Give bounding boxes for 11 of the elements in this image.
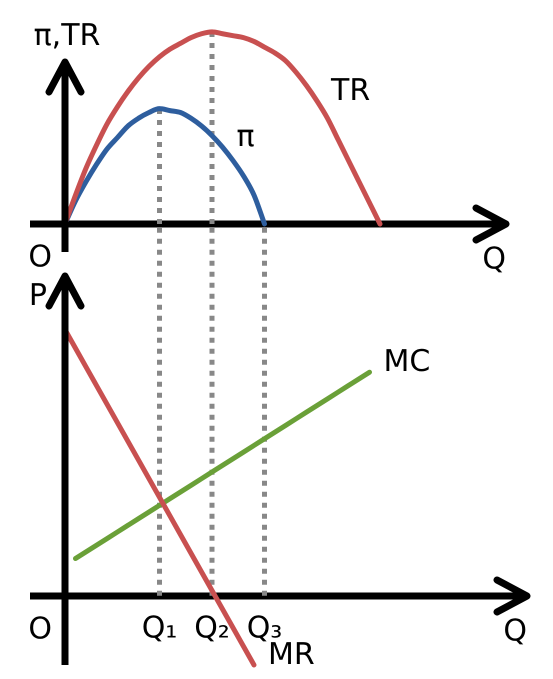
series-label: MC <box>384 344 430 380</box>
x-tick-label: Q₁ <box>142 610 178 646</box>
y-axis-title: P <box>28 278 47 313</box>
x-axis-title: Q <box>482 242 506 277</box>
series-label: TR <box>330 72 370 108</box>
x-axis-title: Q <box>503 614 527 649</box>
y-axis-title: π,TR <box>34 18 100 53</box>
series-label: π <box>236 118 255 154</box>
annotation: O <box>28 612 52 647</box>
x-tick-label: Q₂ <box>194 610 230 646</box>
text: O <box>28 240 52 275</box>
